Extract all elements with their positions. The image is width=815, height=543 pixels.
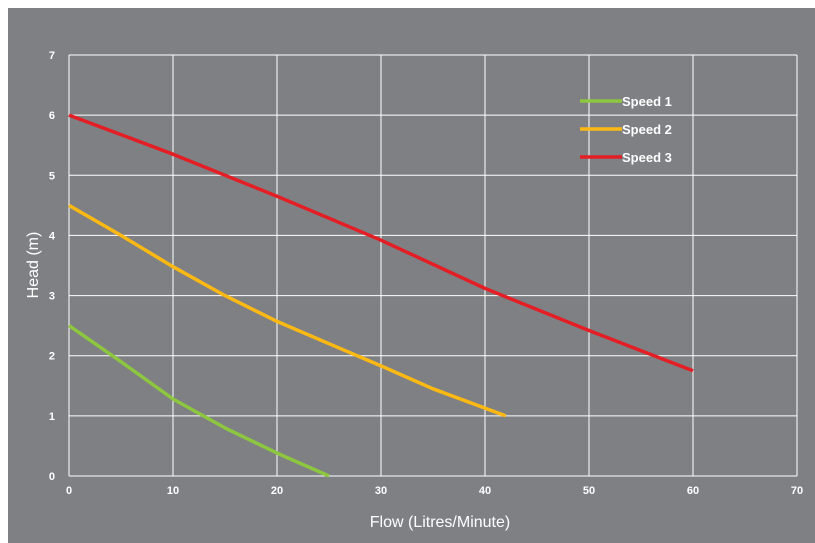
y-tick-label: 3 bbox=[49, 291, 55, 303]
legend-label: Speed 1 bbox=[622, 94, 672, 109]
x-tick-label: 0 bbox=[66, 485, 72, 497]
x-tick-label: 50 bbox=[583, 485, 595, 497]
x-tick-label: 30 bbox=[375, 485, 387, 497]
legend-label: Speed 3 bbox=[622, 150, 672, 165]
y-tick-label: 0 bbox=[49, 471, 55, 483]
x-tick-label: 60 bbox=[687, 485, 699, 497]
x-tick-label: 10 bbox=[167, 485, 179, 497]
y-tick-label: 7 bbox=[49, 50, 55, 62]
x-axis-title: Flow (Litres/Minute) bbox=[370, 514, 510, 531]
chart-panel bbox=[8, 8, 815, 543]
y-axis-title: Head (m) bbox=[25, 232, 42, 299]
y-tick-label: 6 bbox=[49, 110, 55, 122]
y-tick-label: 4 bbox=[49, 230, 56, 242]
series-line-2 bbox=[68, 203, 507, 418]
y-tick-label: 1 bbox=[49, 411, 55, 423]
legend-item-2: Speed 2 bbox=[580, 122, 672, 137]
grid-lines bbox=[68, 54, 798, 477]
series-line-1 bbox=[68, 324, 330, 478]
x-tick-label: 40 bbox=[479, 485, 491, 497]
x-tick-label: 20 bbox=[271, 485, 283, 497]
legend-item-3: Speed 3 bbox=[580, 150, 672, 165]
y-tick-label: 5 bbox=[49, 170, 55, 182]
legend-item-1: Speed 1 bbox=[580, 94, 672, 109]
x-tick-label: 70 bbox=[791, 485, 803, 497]
y-tick-label: 2 bbox=[49, 351, 55, 363]
legend-label: Speed 2 bbox=[622, 122, 672, 137]
tick-labels: 0 10 20 30 40 50 60 70 0 1 2 3 4 5 6 7 bbox=[49, 50, 803, 497]
series-lines bbox=[68, 113, 694, 478]
legend: Speed 1 Speed 2 Speed 3 bbox=[580, 94, 672, 165]
series-line-3 bbox=[68, 113, 694, 373]
